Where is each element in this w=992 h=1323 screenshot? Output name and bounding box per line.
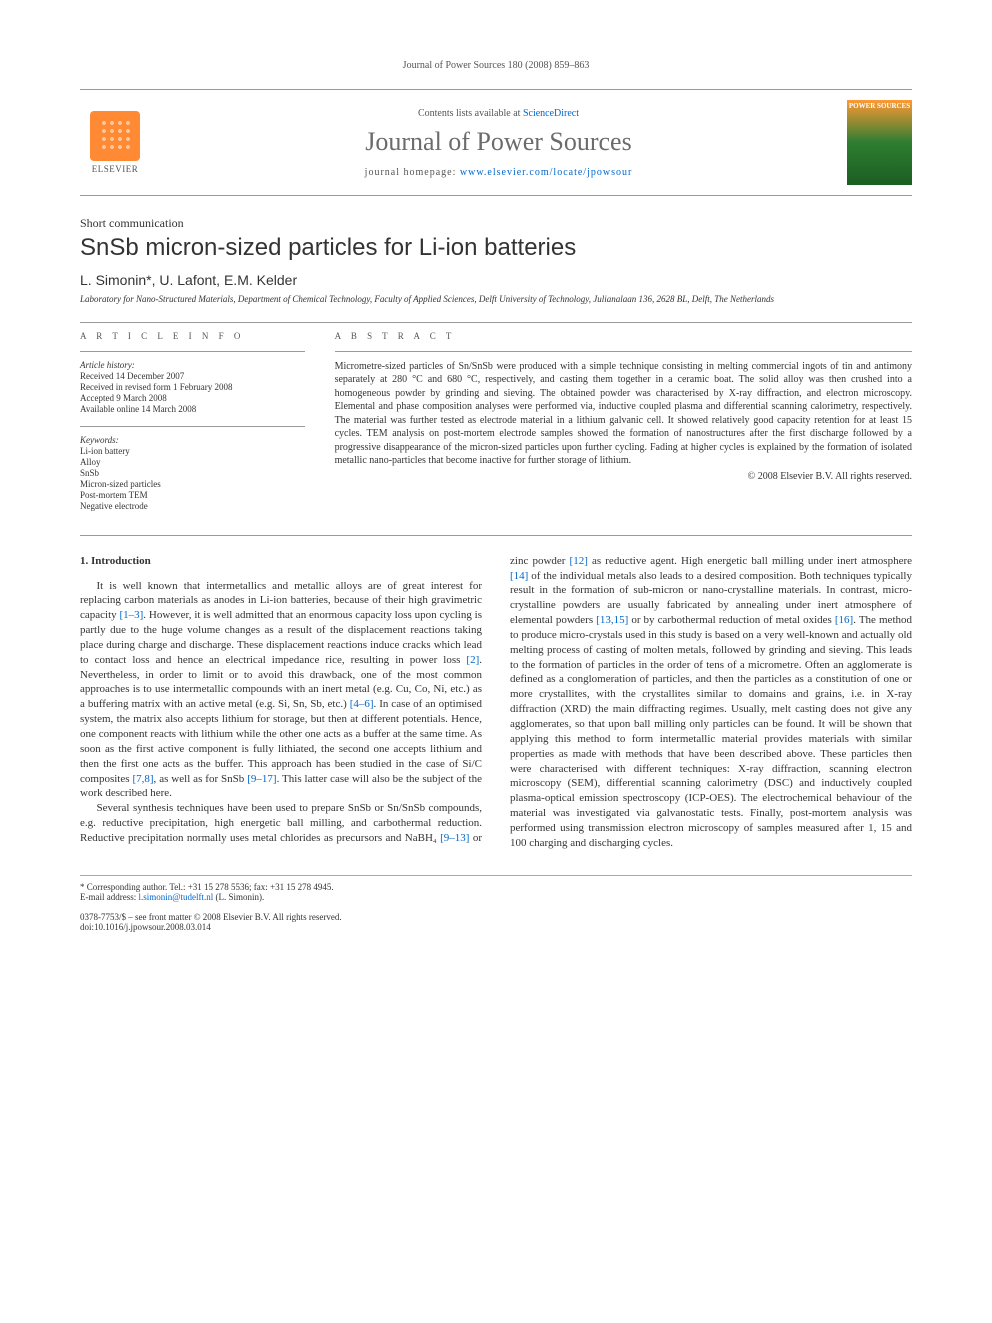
keywords-label: Keywords: [80,435,305,445]
elsevier-tree-icon [90,111,140,161]
contents-available-line: Contents lists available at ScienceDirec… [165,108,832,119]
divider [80,351,305,352]
divider [80,535,912,536]
text: or by carbothermal reduction of metal ox… [628,614,835,626]
history-block: Article history: Received 14 December 20… [80,360,305,414]
keywords-block: Keywords: Li-ion battery Alloy SnSb Micr… [80,435,305,511]
article-info: A R T I C L E I N F O Article history: R… [80,331,305,523]
section-title: 1. Introduction [80,554,482,569]
footer-left: * Corresponding author. Tel.: +31 15 278… [80,882,479,932]
citation-link[interactable]: [1–3] [119,609,143,621]
divider [335,351,912,352]
homepage-prefix: journal homepage: [365,167,460,178]
footer-right [507,882,906,932]
abstract-copyright: © 2008 Elsevier B.V. All rights reserved… [335,471,912,482]
text: Several synthesis techniques have been u… [80,802,482,844]
divider [80,322,912,323]
abstract-heading: A B S T R A C T [335,331,912,341]
abstract-text: Micrometre-sized particles of Sn/SnSb we… [335,360,912,468]
body-text: 1. Introduction It is well known that in… [80,554,912,851]
revised-date: Received in revised form 1 February 2008 [80,382,305,392]
info-abstract-row: A R T I C L E I N F O Article history: R… [80,331,912,523]
doi-line: doi:10.1016/j.jpowsour.2008.03.014 [80,922,479,932]
citation-link[interactable]: [13,15] [596,614,628,626]
article-type: Short communication [80,216,912,231]
keyword: Micron-sized particles [80,479,305,489]
journal-header: ELSEVIER Contents lists available at Sci… [80,89,912,196]
issn-line: 0378-7753/$ – see front matter © 2008 El… [80,912,479,922]
email-label: E-mail address: [80,892,138,902]
homepage-line: journal homepage: www.elsevier.com/locat… [165,167,832,178]
homepage-link[interactable]: www.elsevier.com/locate/jpowsour [460,167,632,178]
sciencedirect-link[interactable]: ScienceDirect [523,108,579,119]
cover-title: POWER SOURCES [847,103,912,111]
running-head: Journal of Power Sources 180 (2008) 859–… [80,60,912,71]
citation-link[interactable]: [12] [570,555,588,567]
paragraph: It is well known that intermetallics and… [80,579,482,802]
keyword: Negative electrode [80,501,305,511]
citation-link[interactable]: [4–6] [350,698,374,710]
citation-link[interactable]: [16] [835,614,853,626]
publisher-logo: ELSEVIER [80,103,150,183]
abstract-column: A B S T R A C T Micrometre-sized particl… [335,331,912,523]
citation-link[interactable]: [9–17] [247,773,276,785]
affiliation: Laboratory for Nano-Structured Materials… [80,294,912,306]
history-label: Article history: [80,360,305,370]
publisher-name: ELSEVIER [92,164,139,174]
received-date: Received 14 December 2007 [80,371,305,381]
corr-contact: * Corresponding author. Tel.: +31 15 278… [80,882,479,892]
online-date: Available online 14 March 2008 [80,404,305,414]
accepted-date: Accepted 9 March 2008 [80,393,305,403]
corr-email-line: E-mail address: l.simonin@tudelft.nl (L.… [80,892,479,902]
email-suffix: (L. Simonin). [213,892,264,902]
article-title: SnSb micron-sized particles for Li-ion b… [80,234,912,262]
keyword: Post-mortem TEM [80,490,305,500]
text: . The method to produce micro-crystals u… [510,614,912,849]
citation-link[interactable]: [2] [466,654,479,666]
citation-link[interactable]: [9–13] [440,832,469,844]
contents-prefix: Contents lists available at [418,108,523,119]
authors: L. Simonin*, U. Lafont, E.M. Kelder [80,272,912,288]
citation-link[interactable]: [14] [510,570,528,582]
info-heading: A R T I C L E I N F O [80,331,305,341]
text: as reductive agent. High energetic ball … [588,555,912,567]
journal-name: Journal of Power Sources [165,127,832,157]
corresponding-author: * Corresponding author. Tel.: +31 15 278… [80,882,479,908]
keyword: Li-ion battery [80,446,305,456]
text: , as well as for SnSb [154,773,248,785]
footer: * Corresponding author. Tel.: +31 15 278… [80,875,912,932]
header-center: Contents lists available at ScienceDirec… [165,108,832,178]
citation-link[interactable]: [7,8] [132,773,153,785]
email-link[interactable]: l.simonin@tudelft.nl [138,892,213,902]
divider [80,426,305,427]
keyword: Alloy [80,457,305,467]
journal-cover-thumbnail: POWER SOURCES [847,100,912,185]
keyword: SnSb [80,468,305,478]
